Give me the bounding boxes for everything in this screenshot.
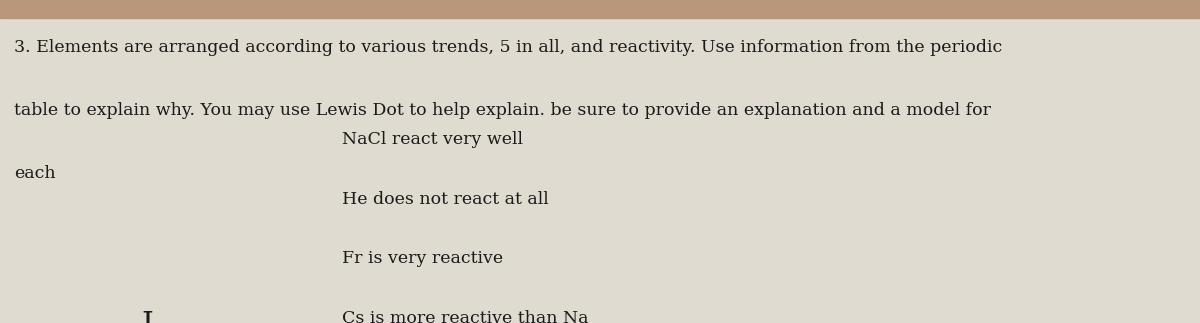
Text: each: each — [14, 165, 56, 182]
Text: He does not react at all: He does not react at all — [342, 191, 548, 208]
Text: I: I — [142, 310, 154, 323]
Text: NaCl react very well: NaCl react very well — [342, 131, 523, 148]
Text: table to explain why. You may use Lewis Dot to help explain. be sure to provide : table to explain why. You may use Lewis … — [14, 102, 991, 119]
Text: 3. Elements are arranged according to various trends, 5 in all, and reactivity. : 3. Elements are arranged according to va… — [14, 39, 1003, 56]
Text: Fr is very reactive: Fr is very reactive — [342, 250, 503, 267]
Text: Cs is more reactive than Na: Cs is more reactive than Na — [342, 310, 588, 323]
FancyBboxPatch shape — [0, 0, 1200, 18]
